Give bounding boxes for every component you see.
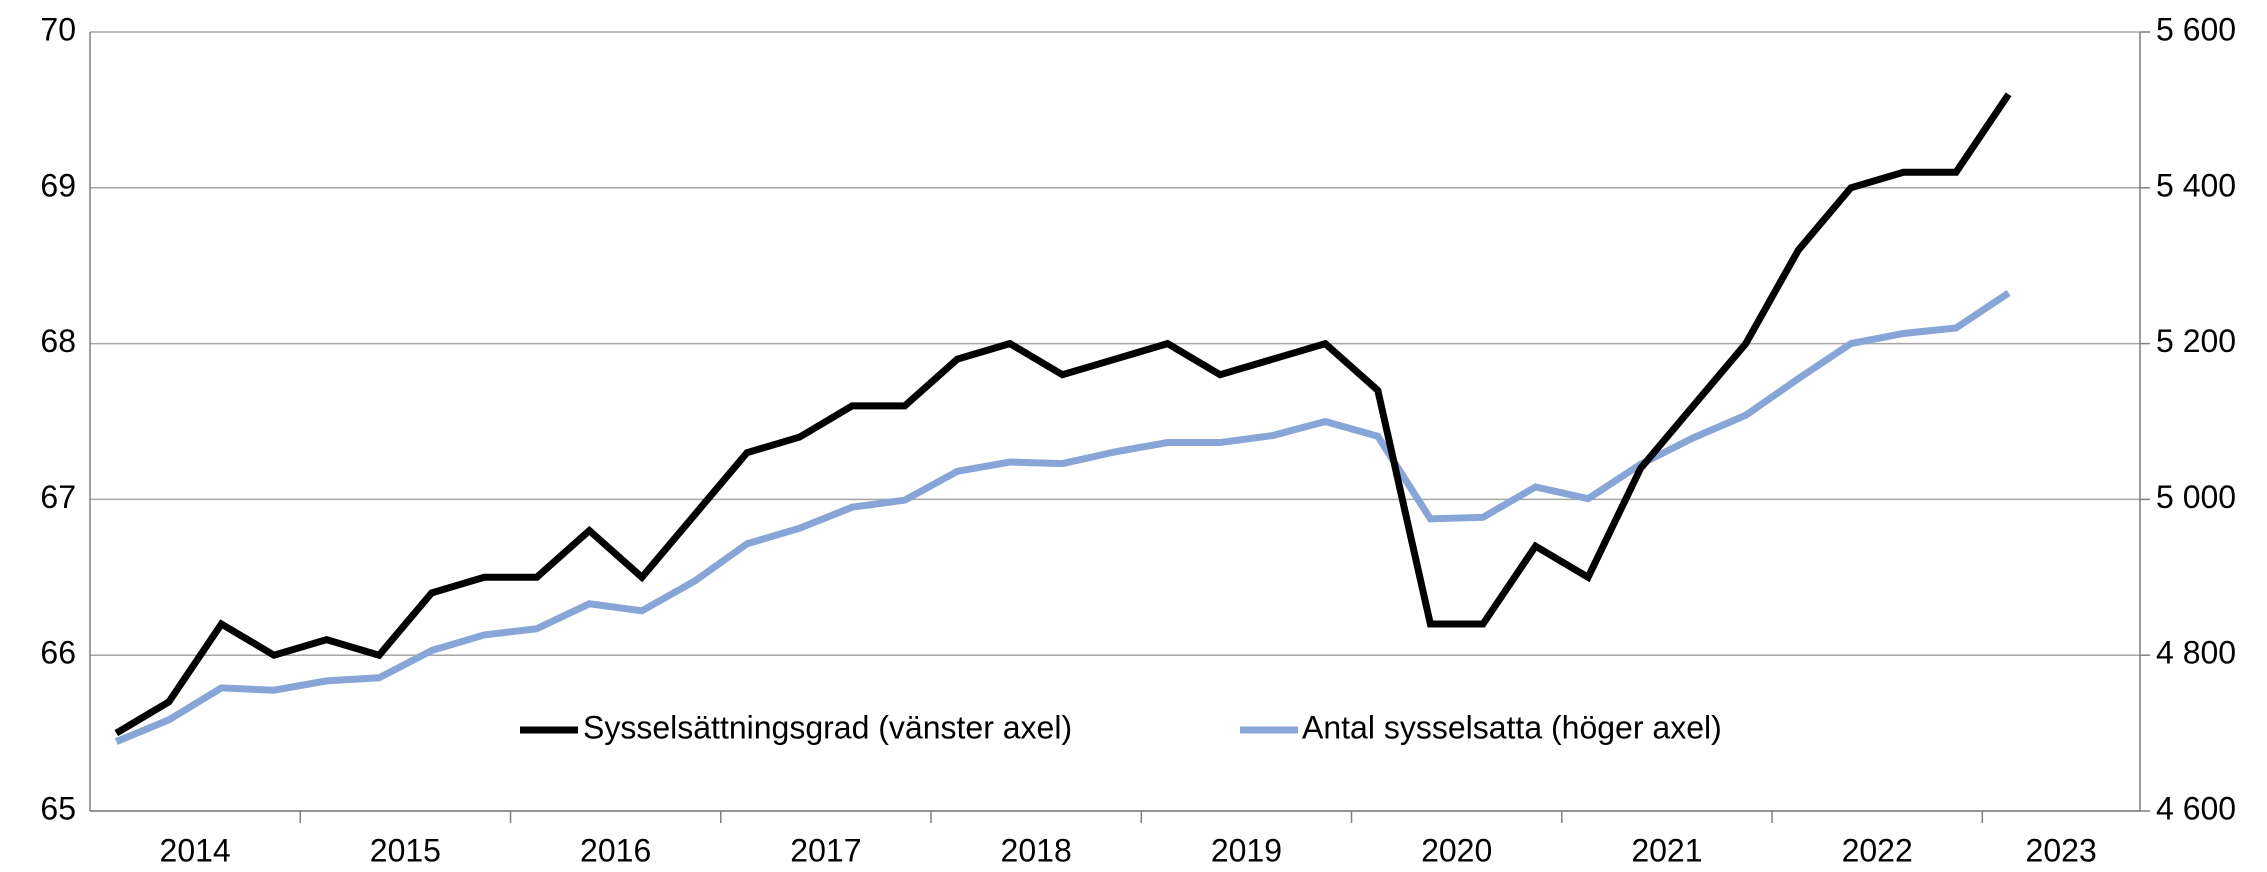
y2-tick-label: 5 600 <box>2156 11 2236 47</box>
x-tick-label: 2019 <box>1211 832 1282 868</box>
legend-label: Antal sysselsatta (höger axel) <box>1302 709 1722 745</box>
data-line <box>114 92 2012 737</box>
x-tick-label: 2018 <box>1001 832 1072 868</box>
y-tick-label: 68 <box>40 323 76 359</box>
y-tick-label: 69 <box>40 167 76 203</box>
x-tick-label: 2014 <box>160 832 231 868</box>
x-tick-label: 2023 <box>2026 832 2097 868</box>
y2-tick-label: 4 600 <box>2156 790 2236 826</box>
y-tick-label: 66 <box>40 635 76 671</box>
x-tick-label: 2021 <box>1631 832 1702 868</box>
y-tick-label: 70 <box>40 11 76 47</box>
data-line <box>114 290 2011 745</box>
x-tick-label: 2017 <box>790 832 861 868</box>
y2-tick-label: 5 200 <box>2156 323 2236 359</box>
x-tick-label: 2022 <box>1842 832 1913 868</box>
x-tick-label: 2015 <box>370 832 441 868</box>
y-tick-label: 67 <box>40 479 76 515</box>
y2-tick-label: 5 000 <box>2156 479 2236 515</box>
y2-tick-label: 4 800 <box>2156 635 2236 671</box>
x-tick-label: 2016 <box>580 832 651 868</box>
y-tick-label: 65 <box>40 790 76 826</box>
y2-tick-label: 5 400 <box>2156 167 2236 203</box>
legend-label: Sysselsättningsgrad (vänster axel) <box>583 709 1072 745</box>
x-tick-label: 2020 <box>1421 832 1492 868</box>
